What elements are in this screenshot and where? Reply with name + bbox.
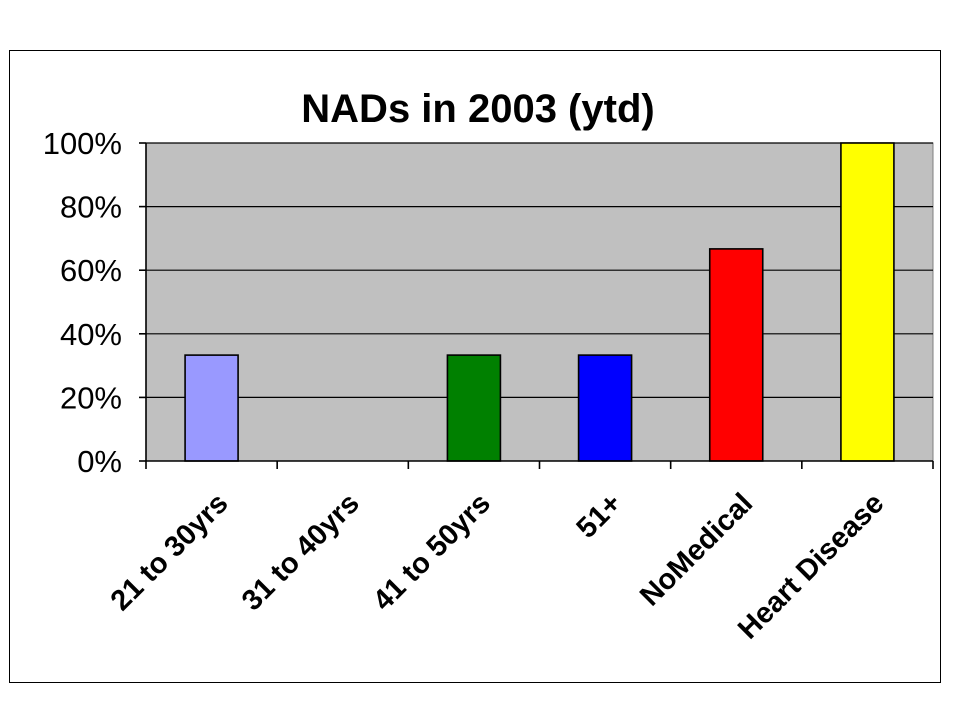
bar-4 (708, 248, 764, 462)
y-tick-label: 20% (60, 380, 122, 415)
gridlines (146, 142, 933, 398)
y-tick-label: 100% (43, 126, 122, 161)
x-tick-label: 21 to 30yrs (105, 487, 235, 617)
y-tick-labels: 0% 20% 40% 60% 80% 100% (43, 126, 122, 479)
x-tick-label: 51+ (571, 487, 628, 544)
x-tick-labels: 21 to 30yrs 31 to 40yrs 41 to 50yrs 51+ NoMe… (105, 487, 891, 645)
plot-area (145, 142, 934, 462)
y-tick-label: 60% (60, 253, 122, 288)
bar-3 (577, 354, 633, 462)
bar-5 (840, 142, 895, 462)
y-tick-label: 0% (77, 444, 122, 479)
y-tick-label: 40% (60, 317, 122, 352)
x-tick-label: 41 to 50yrs (367, 487, 497, 617)
x-tick-label: NoMedical (634, 487, 759, 612)
axes (139, 142, 934, 469)
chart-title: NADs in 2003 (ytd) (301, 87, 654, 131)
y-tick-label: 80% (60, 190, 122, 225)
bar-0 (184, 354, 239, 462)
x-tick-label: 31 to 40yrs (236, 487, 366, 617)
bar-2 (446, 354, 502, 462)
bars (184, 142, 895, 462)
